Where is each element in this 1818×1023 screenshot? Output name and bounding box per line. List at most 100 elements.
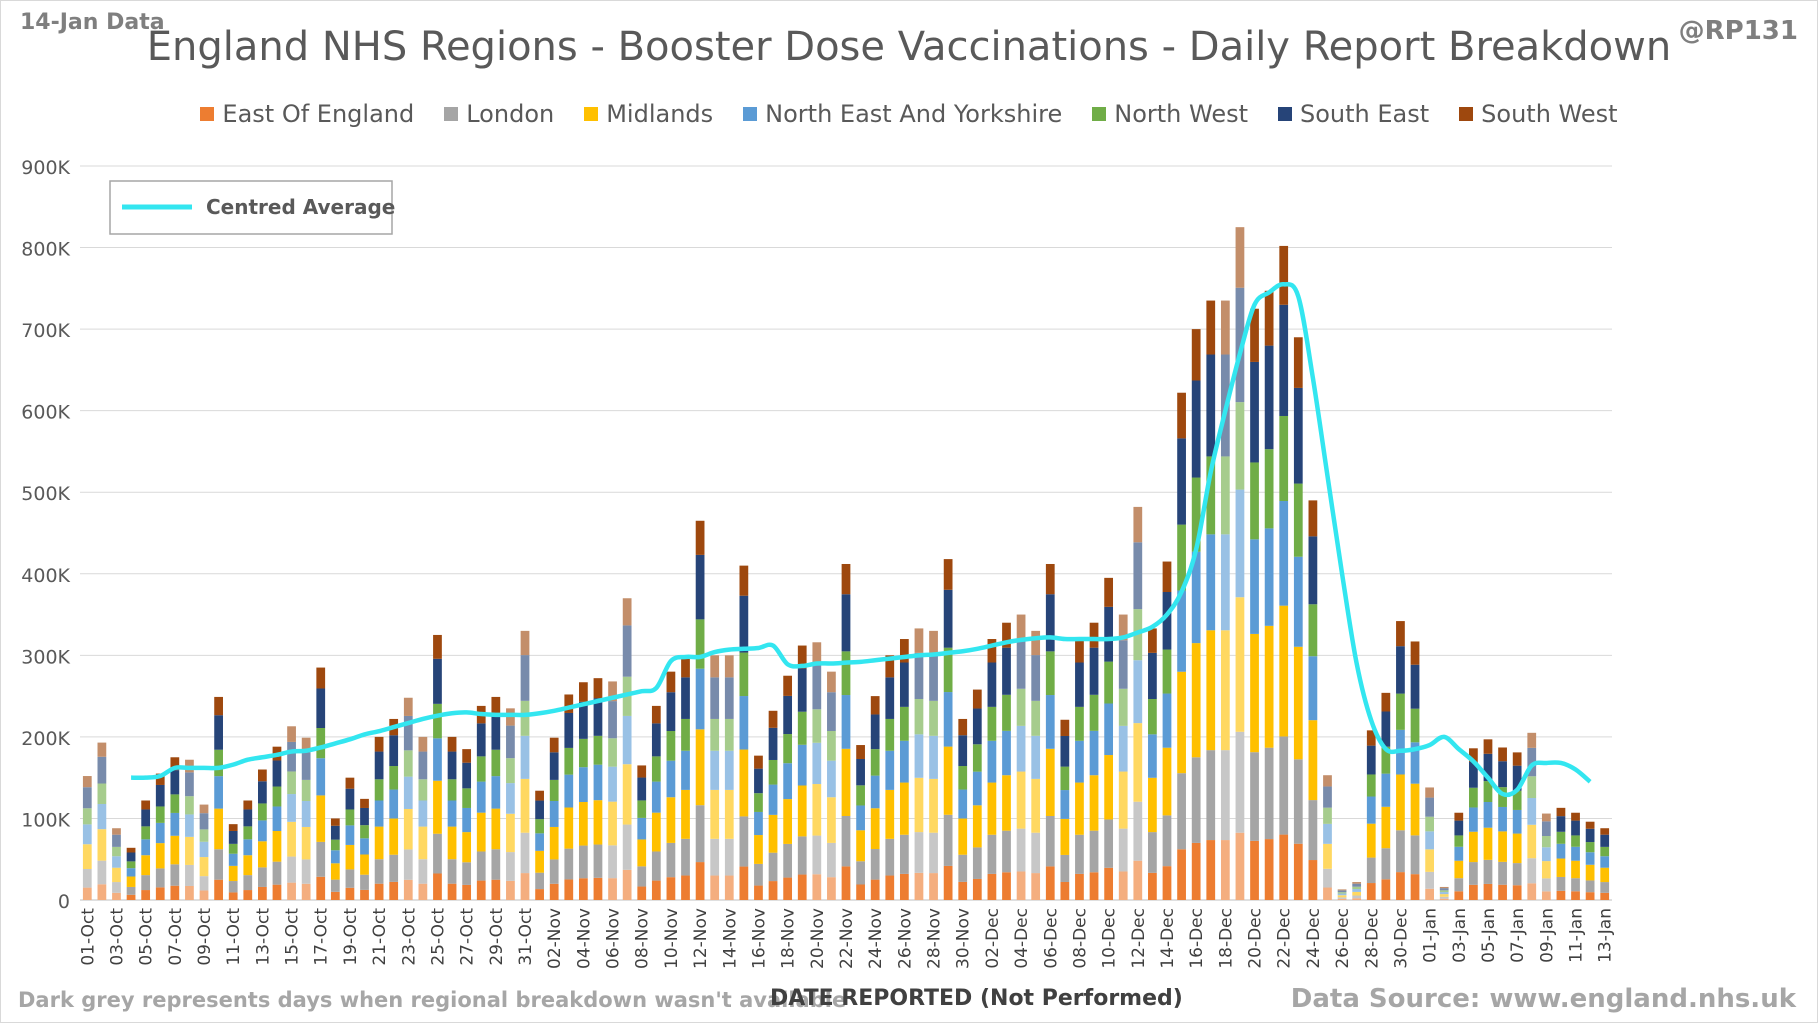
bar-segment xyxy=(112,892,121,900)
bar-segment xyxy=(797,668,807,712)
bar-stack xyxy=(1162,561,1172,900)
bar-segment xyxy=(724,718,734,751)
bar-segment xyxy=(754,835,763,864)
bar-segment xyxy=(1454,820,1464,836)
bar-segment xyxy=(929,735,938,779)
bar-segment xyxy=(418,800,428,827)
bar-segment xyxy=(1279,245,1289,305)
x-tick-label: 08-Dec xyxy=(1070,908,1090,969)
bar-segment xyxy=(1454,846,1464,861)
bar-segment xyxy=(1556,843,1566,859)
bar-segment xyxy=(433,703,442,739)
bar-segment xyxy=(1571,891,1580,900)
x-tick-label: 25-Oct xyxy=(428,908,448,966)
bar-segment xyxy=(1045,563,1055,595)
bar-segment xyxy=(1323,868,1332,888)
bar-segment xyxy=(812,784,822,836)
bar-segment xyxy=(827,797,836,843)
bar-segment xyxy=(1439,888,1449,891)
bar-segment xyxy=(578,738,588,768)
bar-segment xyxy=(856,861,865,885)
bar-stack xyxy=(476,705,486,900)
bar-segment xyxy=(1250,633,1259,753)
bar-segment xyxy=(374,826,384,860)
bar-segment xyxy=(345,887,355,900)
bar-segment xyxy=(316,795,326,842)
bar-segment xyxy=(476,880,486,900)
bar-segment xyxy=(374,779,384,801)
bar-stack xyxy=(1323,775,1332,900)
bar-segment xyxy=(97,860,107,885)
bar-segment xyxy=(374,859,384,884)
bar-segment xyxy=(1366,857,1376,884)
bar-segment xyxy=(739,595,749,653)
bar-segment xyxy=(1031,778,1041,833)
bar-segment xyxy=(1469,862,1478,885)
bar-segment xyxy=(899,873,909,900)
bar-segment xyxy=(1366,883,1376,900)
bar-segment xyxy=(710,655,720,678)
bar-segment xyxy=(1031,630,1041,656)
bar-segment xyxy=(856,830,865,862)
bar-segment xyxy=(1148,699,1157,735)
bar-segment xyxy=(1104,703,1114,756)
legend-swatch xyxy=(584,107,599,121)
bar-segment xyxy=(549,737,559,753)
bar-segment xyxy=(462,762,472,789)
bar-segment xyxy=(272,831,282,862)
bar-stack xyxy=(141,800,151,900)
bar-stack xyxy=(1002,622,1011,900)
legend-item: Midlands xyxy=(584,100,713,128)
bar-stack xyxy=(126,847,136,900)
bar-segment xyxy=(1308,860,1318,900)
bar-segment xyxy=(1016,771,1026,829)
bar-segment xyxy=(1089,730,1099,776)
bar-stack xyxy=(1483,739,1493,900)
bar-segment xyxy=(768,784,778,815)
bar-segment xyxy=(710,750,720,790)
bar-segment xyxy=(170,794,180,813)
bar-segment xyxy=(520,778,530,833)
bar-segment xyxy=(929,832,938,874)
bar-segment xyxy=(316,727,326,759)
bar-segment xyxy=(1352,886,1362,890)
bar-stack xyxy=(301,737,311,900)
bar-stack xyxy=(972,689,982,900)
bar-segment xyxy=(1031,700,1041,736)
bar-segment xyxy=(666,692,676,732)
bar-segment xyxy=(1585,821,1595,829)
x-tick-label: 03-Jan xyxy=(1450,908,1470,963)
bar-segment xyxy=(1293,387,1303,484)
bar-stack xyxy=(418,736,428,900)
bar-segment xyxy=(272,786,282,807)
bar-segment xyxy=(914,872,924,900)
bar-segment xyxy=(301,859,311,884)
bar-segment xyxy=(608,801,617,846)
bar-segment xyxy=(243,800,253,810)
bar-segment xyxy=(768,881,778,900)
bar-segment xyxy=(360,838,369,855)
bar-stack xyxy=(1060,719,1070,900)
bar-segment xyxy=(1323,843,1332,869)
bar-segment xyxy=(1600,846,1610,857)
bar-segment xyxy=(1556,890,1566,900)
bar-segment xyxy=(695,729,705,806)
bar-segment xyxy=(287,794,296,822)
x-tick-label: 13-Oct xyxy=(253,908,273,966)
bar-segment xyxy=(1148,832,1157,873)
bar-segment xyxy=(1235,597,1245,732)
bar-segment xyxy=(1396,872,1405,900)
bar-segment xyxy=(1235,832,1245,900)
bar-segment xyxy=(1337,890,1347,893)
bar-segment xyxy=(1206,840,1216,900)
bar-segment xyxy=(651,812,661,852)
bar-stack xyxy=(1191,329,1201,900)
bar-segment xyxy=(316,841,326,877)
bar-segment xyxy=(1469,748,1478,762)
bar-segment xyxy=(360,798,369,808)
regional-note: Dark grey represents days when regional … xyxy=(18,988,847,1012)
bar-segment xyxy=(535,872,544,890)
bar-segment xyxy=(199,829,209,842)
bar-segment xyxy=(841,695,851,749)
bar-segment xyxy=(126,894,136,900)
